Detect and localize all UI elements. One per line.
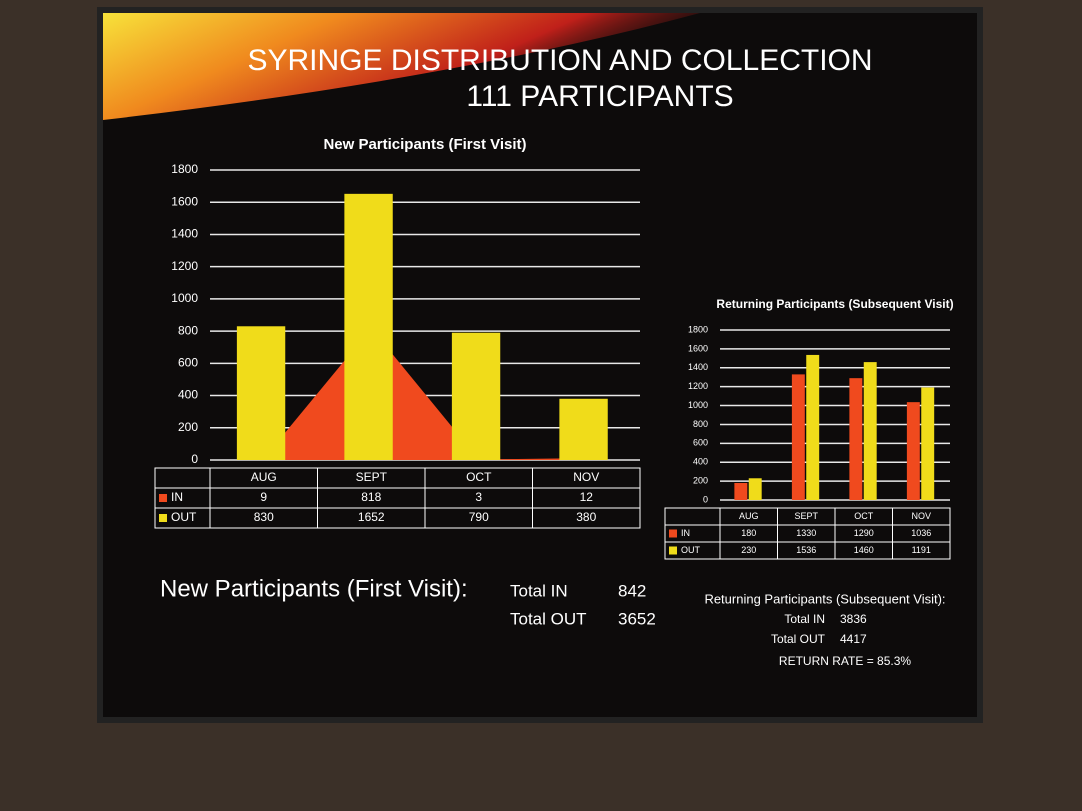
chart-title: New Participants (First Visit) — [323, 136, 526, 153]
y-tick-label: 400 — [693, 457, 708, 467]
y-tick-label: 1600 — [171, 194, 198, 208]
bar — [792, 374, 805, 500]
summary-label: New Participants (First Visit): — [160, 575, 468, 602]
x-tick-label: SEPT — [356, 470, 388, 484]
legend-swatch — [159, 514, 167, 522]
bar — [734, 483, 747, 500]
legend-swatch — [159, 494, 167, 502]
y-tick-label: 400 — [178, 388, 198, 402]
data-label: 1290 — [854, 528, 874, 538]
summary-label: Returning Participants (Subsequent Visit… — [704, 591, 945, 606]
data-label: 9 — [260, 490, 267, 504]
data-label: 12 — [580, 490, 594, 504]
bar — [559, 399, 607, 460]
data-label: 1330 — [796, 528, 816, 538]
data-label: 790 — [469, 510, 489, 524]
x-tick-label: AUG — [739, 511, 759, 521]
summary-total-label: Total IN — [510, 581, 568, 600]
y-tick-label: 1400 — [688, 362, 708, 372]
data-label: 830 — [254, 510, 274, 524]
bar — [849, 378, 862, 500]
y-tick-label: 1400 — [171, 227, 198, 241]
legend-label: IN — [171, 490, 183, 504]
summary-total: 4417 — [840, 632, 867, 646]
x-tick-label: NOV — [573, 470, 599, 484]
y-tick-label: 600 — [178, 356, 198, 370]
bar — [237, 326, 285, 460]
bar — [806, 355, 819, 500]
data-label: 180 — [741, 528, 756, 538]
bar — [921, 388, 934, 500]
data-label: 1036 — [911, 528, 931, 538]
x-tick-label: SEPT — [794, 511, 818, 521]
data-label: 1536 — [796, 545, 816, 555]
data-label: 1460 — [854, 545, 874, 555]
y-tick-label: 800 — [693, 419, 708, 429]
data-label: 230 — [741, 545, 756, 555]
y-tick-label: 0 — [703, 494, 708, 504]
bar — [864, 362, 877, 500]
y-tick-label: 1800 — [171, 162, 198, 176]
y-tick-label: 200 — [693, 475, 708, 485]
data-label: 818 — [361, 490, 381, 504]
slide-title: SYRINGE DISTRIBUTION AND COLLECTION — [247, 44, 872, 77]
summary-total: 3836 — [840, 612, 867, 626]
y-tick-label: 600 — [693, 438, 708, 448]
summary-return-rate: RETURN RATE = 85.3% — [779, 654, 911, 668]
y-tick-label: 1600 — [688, 343, 708, 353]
page: {"title": "SYRINGE DISTRIBUTION AND COLL… — [0, 0, 1082, 811]
slide-subtitle: 111 PARTICIPANTS — [466, 80, 733, 113]
data-label: 1191 — [912, 545, 931, 555]
y-tick-label: 200 — [178, 420, 198, 434]
summary-total-label: Total IN — [784, 612, 825, 626]
y-tick-label: 1800 — [688, 324, 708, 334]
bar — [344, 194, 392, 460]
summary-total: 842 — [618, 581, 646, 600]
data-label: 1652 — [358, 510, 385, 524]
y-tick-label: 1200 — [688, 381, 708, 391]
chart-title: Returning Participants (Subsequent Visit… — [716, 297, 953, 311]
y-tick-label: 0 — [191, 452, 198, 466]
legend-label: OUT — [171, 510, 197, 524]
x-tick-label: NOV — [911, 511, 931, 521]
legend-label: IN — [681, 528, 690, 538]
x-tick-label: OCT — [466, 470, 492, 484]
x-tick-label: OCT — [854, 511, 874, 521]
data-label: 3 — [475, 490, 482, 504]
legend-label: OUT — [681, 545, 701, 555]
summary-total: 3652 — [618, 609, 656, 628]
summary-total-label: Total OUT — [771, 632, 826, 646]
y-tick-label: 1000 — [171, 291, 198, 305]
bar — [749, 478, 762, 500]
y-tick-label: 800 — [178, 323, 198, 337]
bar — [452, 333, 500, 460]
x-tick-label: AUG — [251, 470, 277, 484]
scene: SYRINGE DISTRIBUTION AND COLLECTION 111 … — [0, 0, 1082, 811]
data-label: 380 — [576, 510, 596, 524]
y-tick-label: 1000 — [688, 400, 708, 410]
legend-swatch — [669, 530, 677, 538]
bar — [907, 402, 920, 500]
y-tick-label: 1200 — [171, 259, 198, 273]
legend-swatch — [669, 547, 677, 555]
summary-total-label: Total OUT — [510, 609, 587, 628]
